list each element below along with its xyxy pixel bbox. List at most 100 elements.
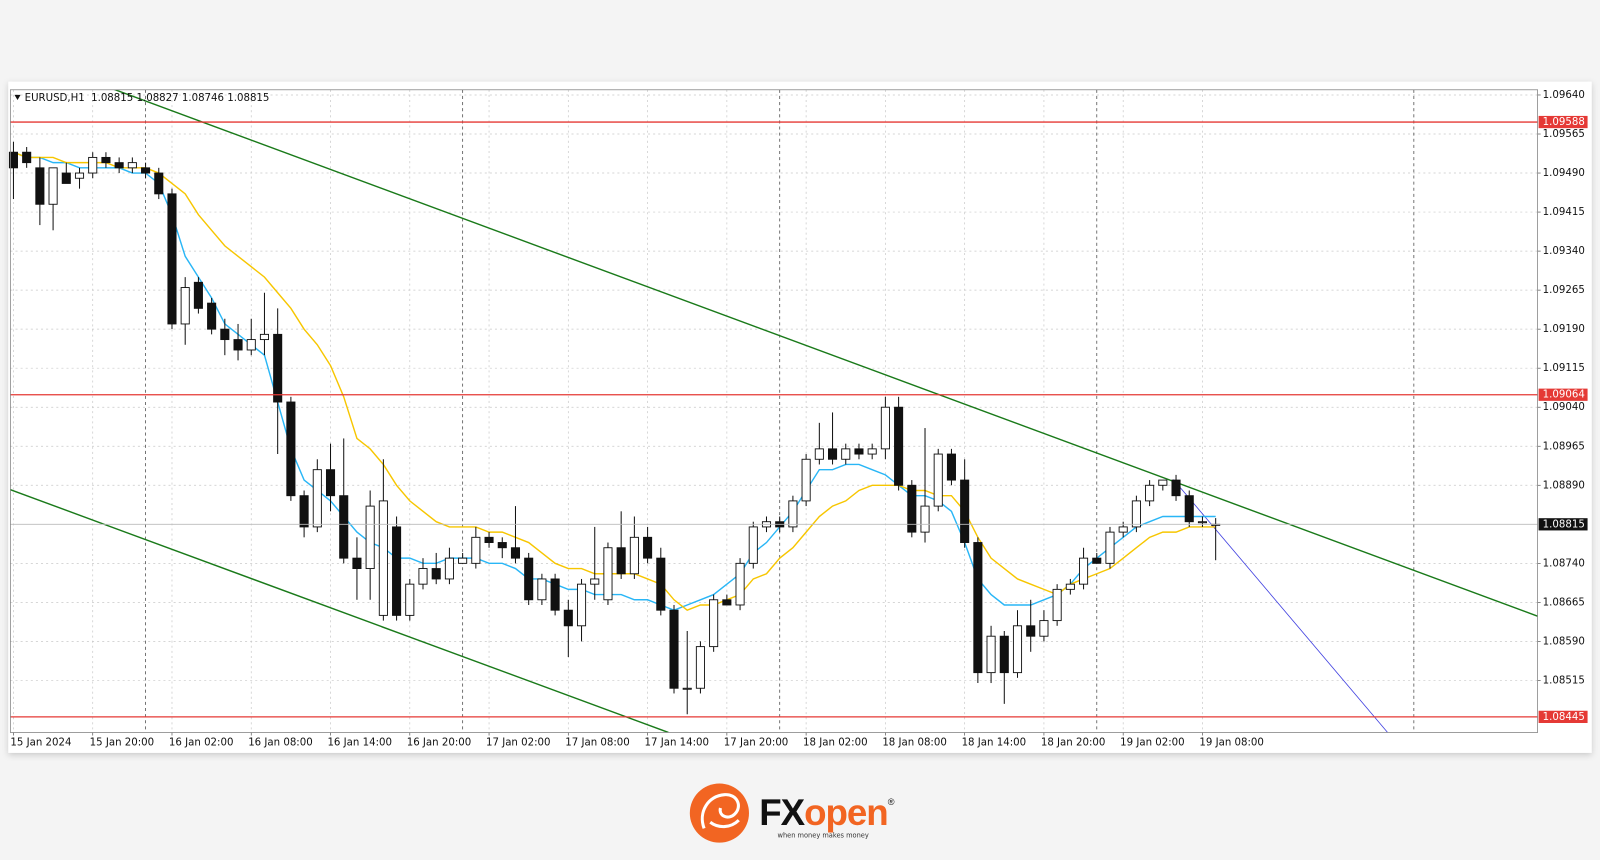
candle-body [180,287,190,325]
y-tick-label: 1.09265 [1543,285,1585,296]
level-label-box [1538,115,1588,129]
candle-body [233,339,243,351]
candle-body [828,448,838,460]
header-open: 1.08815 [91,93,133,104]
candle-body [8,151,18,169]
candle-body [286,401,296,497]
y-tick-label: 1.08890 [1543,480,1585,491]
candle-body [325,469,336,497]
y-tick-label: 1.09415 [1543,207,1585,218]
y-tick-label: 1.08515 [1543,675,1585,686]
candle-body [629,536,639,575]
candle-body [88,156,98,174]
logo-open: open [804,792,888,833]
y-tick-label: 1.09490 [1543,168,1585,179]
candle-body [299,495,309,528]
candle-body [682,687,692,690]
candle-body [603,547,613,601]
candle-body [801,458,811,502]
candle-body [748,526,758,564]
y-tick-label: 1.09565 [1543,129,1585,140]
candle-body [339,495,349,559]
x-tick-label: 15 Jan 2024 [10,738,71,749]
candle-body [167,193,177,325]
candle-body [471,536,481,564]
moving-average [13,151,1216,611]
level-label-box [1538,388,1588,401]
x-tick-label: 16 Jan 02:00 [169,738,234,749]
candle-body [418,568,428,585]
moving-average [13,151,1216,611]
candle-body [1171,479,1181,497]
candle-body [894,406,904,486]
level-label: 1.08445 [1543,712,1585,723]
y-tick-label: 1.09340 [1543,246,1585,257]
logo: FXopen® when money makes money [689,783,896,843]
candle-body [550,578,560,611]
candle-body [1039,620,1049,637]
candle-body [207,302,217,330]
plot-frame [9,89,1538,733]
y-tick-label: 1.08965 [1543,441,1585,452]
candle-body [497,542,507,549]
candle-body [933,453,943,507]
candle-body [735,562,745,606]
chart-panel [8,81,1592,753]
logo-registered: ® [888,797,895,807]
candle-body [1026,625,1036,637]
symbol: EURUSD,H1 [25,93,85,104]
candle-body [312,469,322,528]
candle-body [1131,500,1141,528]
candle-body [259,333,270,341]
x-tick-label: 18 Jan 02:00 [803,738,868,749]
candle-body [510,547,521,559]
candle-body [61,172,71,184]
candle-body [1105,531,1115,564]
marks [8,121,1538,718]
candle-body [114,162,124,169]
x-tick-label: 15 Jan 20:00 [90,738,155,749]
candle-body [22,151,32,164]
x-tick-label: 16 Jan 08:00 [248,738,313,749]
header-close: 1.08815 [227,93,269,104]
candle-body [444,557,454,580]
x-tick-label: 16 Jan 20:00 [407,738,472,749]
candle-body [141,167,151,174]
candle-body [154,172,164,195]
projection-line [1173,479,1388,733]
candle-body [246,339,256,351]
y-tick-label: 1.08590 [1543,636,1585,647]
candle-body [590,578,600,585]
current-price-box [1538,518,1588,531]
candle-body [1065,583,1075,590]
candle-body [1184,495,1194,523]
candle-body [854,448,864,455]
header-low: 1.08746 [182,93,224,104]
candle-body [431,568,441,580]
candle-body [643,536,653,559]
x-tick-label: 19 Jan 08:00 [1199,738,1264,749]
candle-body [1158,479,1168,486]
level-label: 1.09064 [1543,390,1585,401]
candle-body [220,328,230,341]
candle-body [484,536,494,543]
x-tick-label: 19 Jan 02:00 [1120,738,1185,749]
y-tick-label: 1.08740 [1543,558,1585,569]
candle-body [973,542,983,674]
logo-fx: FX [759,792,805,833]
candle-body [1052,588,1062,622]
channel-lower [10,489,669,733]
header-high: 1.08827 [136,93,178,104]
candle-body [814,448,824,460]
candle-body [841,448,851,460]
candle-body [946,453,956,481]
candle-body [537,578,547,601]
y-tick-label: 1.09640 [1543,90,1585,101]
candle-body [1197,521,1207,524]
candle-body [1079,557,1089,585]
candle-body [405,583,415,616]
candle-body [1092,557,1102,564]
candle-body [365,505,375,570]
candle-body [709,599,719,648]
